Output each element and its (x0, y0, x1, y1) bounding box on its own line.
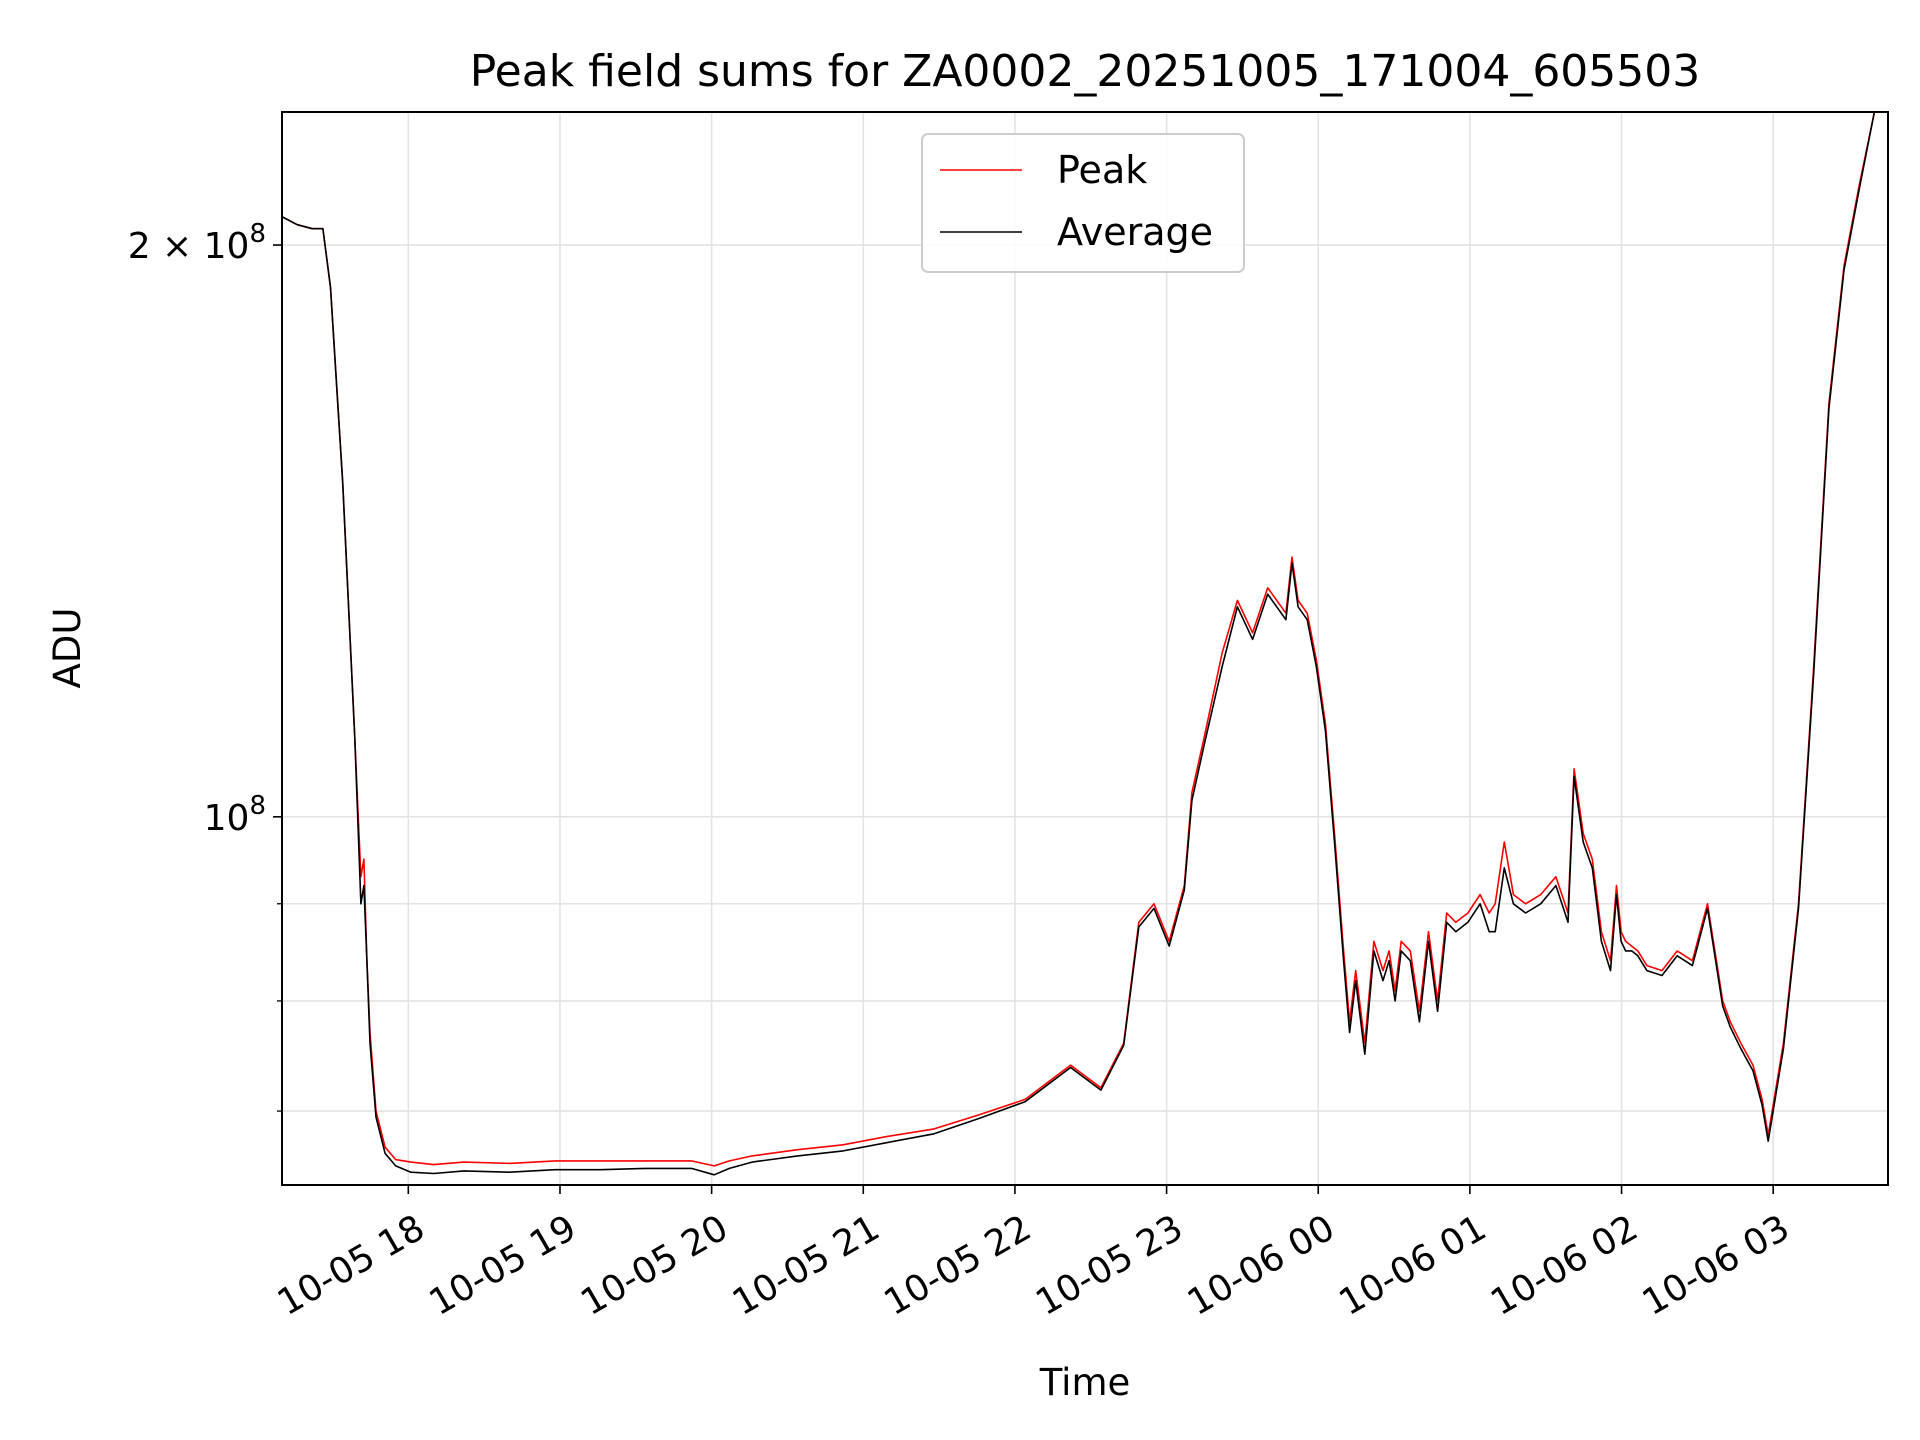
legend: Peak Average (921, 133, 1245, 273)
x-axis-title: Time (1039, 1361, 1131, 1404)
legend-label-peak: Peak (1057, 148, 1147, 192)
y-axis-title: ADU (46, 608, 89, 689)
series-group (281, 111, 1888, 1176)
chart-title: Peak field sums for ZA0002_20251005_1710… (470, 46, 1701, 97)
legend-label-average: Average (1057, 210, 1213, 254)
plot-frame (281, 111, 1889, 1186)
series-line-peak (281, 111, 1888, 1167)
y-tick-label: 2 × 108 (128, 219, 266, 267)
y-tick-label: 108 (204, 791, 266, 839)
legend-box (921, 133, 1245, 273)
series-line-average (281, 111, 1888, 1176)
y-axis: 108 2 × 108 (128, 219, 282, 1112)
